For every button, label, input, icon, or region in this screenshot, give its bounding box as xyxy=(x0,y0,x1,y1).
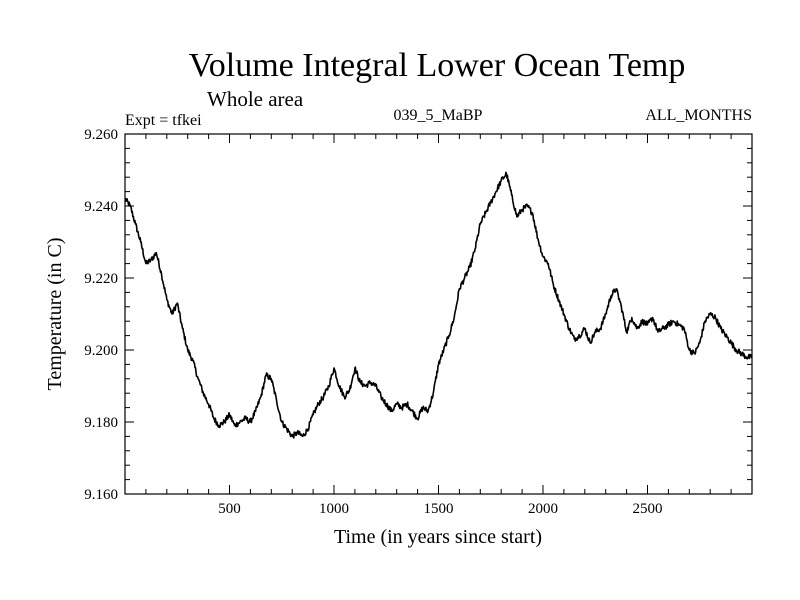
chart-title: Volume Integral Lower Ocean Temp xyxy=(189,47,686,84)
y-tick-labels: 9.160 9.180 9.200 9.220 9.240 9.260 xyxy=(84,127,118,503)
y-tick-label: 9.260 xyxy=(84,127,118,143)
x-tick-label: 2500 xyxy=(633,501,663,517)
plot-frame xyxy=(124,133,753,495)
x-tick-label: 500 xyxy=(218,501,241,517)
chart-subtitle: Whole area xyxy=(207,87,304,111)
axis-ticks xyxy=(125,133,752,495)
y-tick-label: 9.200 xyxy=(84,343,118,359)
x-tick-label: 1500 xyxy=(424,501,454,517)
x-tick-label: 2000 xyxy=(528,501,558,517)
y-tick-label: 9.160 xyxy=(84,487,118,503)
y-tick-label: 9.180 xyxy=(84,415,118,431)
experiment-label: Expt = tfkei xyxy=(125,112,202,129)
y-tick-label: 9.240 xyxy=(84,199,118,215)
run-id-label: 039_5_MaBP xyxy=(394,107,483,124)
y-tick-label: 9.220 xyxy=(84,271,118,287)
series-layer xyxy=(124,171,753,439)
x-axis-label: Time (in years since start) xyxy=(334,526,542,548)
season-label: ALL_MONTHS xyxy=(645,107,752,124)
y-axis-label: Temperature (in C) xyxy=(44,238,66,391)
series-line xyxy=(124,171,753,439)
x-tick-label: 1000 xyxy=(319,501,349,517)
x-tick-labels: 500 1000 1500 2000 2500 xyxy=(218,501,662,517)
